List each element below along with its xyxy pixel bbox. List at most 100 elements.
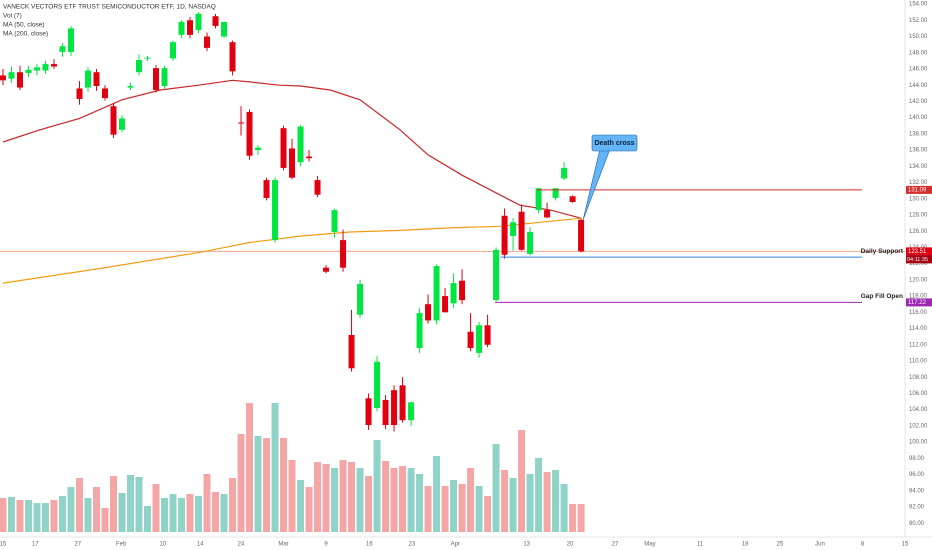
x-tick-label: 16 xyxy=(366,542,373,548)
candle-body xyxy=(450,283,457,304)
volume-bar xyxy=(297,480,305,532)
volume-bar xyxy=(322,464,330,532)
x-tick-label: 27 xyxy=(612,542,619,548)
candle-body xyxy=(552,188,559,198)
y-tick-label: 96.00 xyxy=(909,472,925,478)
y-tick-label: 92.00 xyxy=(909,505,925,511)
volume-bar xyxy=(212,492,220,532)
y-tick-label: 114.00 xyxy=(909,326,928,332)
x-tick-label: 17 xyxy=(32,542,39,548)
candle-body xyxy=(0,75,6,81)
candle-body xyxy=(518,211,525,250)
candle-body xyxy=(433,266,440,321)
candle-body xyxy=(476,325,483,353)
y-tick-label: 150.00 xyxy=(909,34,928,40)
candle-body xyxy=(331,210,338,232)
volume-bar xyxy=(305,487,313,532)
volume-bar xyxy=(518,430,526,532)
y-tick-label: 94.00 xyxy=(909,488,925,494)
candle-body xyxy=(153,68,160,91)
volume-bar xyxy=(475,486,483,532)
callout-text: Death cross xyxy=(594,140,634,147)
volume-bar xyxy=(118,493,126,532)
volume-bar xyxy=(569,504,577,532)
volume-bar xyxy=(246,403,254,532)
y-tick-label: 118.00 xyxy=(909,294,928,300)
candle-body xyxy=(306,156,313,159)
y-tick-label: 154.00 xyxy=(909,2,928,8)
y-tick-label: 140.00 xyxy=(909,115,928,121)
volume-bar xyxy=(75,478,83,532)
volume-bar xyxy=(560,484,568,532)
level-price-label: 131.09 xyxy=(908,187,927,193)
level-name: Gap Fill Open xyxy=(861,293,903,300)
x-tick-label: 18 xyxy=(742,542,749,548)
volume-bar xyxy=(254,436,262,532)
volume-bar xyxy=(356,468,364,532)
candle-body xyxy=(255,147,262,151)
callout-box xyxy=(591,134,638,152)
y-tick-label: 112.00 xyxy=(909,342,928,348)
x-tick-label: 25 xyxy=(777,542,784,548)
candle-body xyxy=(118,118,125,130)
x-tick-label: 24 xyxy=(238,542,245,548)
y-tick-label: 128.00 xyxy=(909,213,928,219)
x-tick-label: 15 xyxy=(0,542,7,548)
candle-body xyxy=(110,106,117,135)
candle-body xyxy=(544,210,551,218)
chart-title: VANECK VECTORS ETF TRUST SEMICONDUCTOR E… xyxy=(3,4,216,11)
volume-bar xyxy=(280,438,288,532)
candle-body xyxy=(297,126,304,163)
volume-bar xyxy=(373,440,381,532)
volume-bar xyxy=(169,494,177,532)
volume-bar xyxy=(509,478,517,532)
x-tick-label: 15 xyxy=(902,542,909,548)
volume-bar xyxy=(450,480,458,532)
volume-bar xyxy=(186,494,194,532)
candle-body xyxy=(238,122,245,124)
candle-body xyxy=(425,304,432,321)
volume-bar xyxy=(467,468,475,532)
volume-bar xyxy=(390,468,398,532)
volume-bar xyxy=(16,500,24,532)
volume-bar xyxy=(24,500,32,532)
ma-legend: MA (50, close) xyxy=(3,22,45,29)
volume-bar xyxy=(382,461,390,532)
y-tick-label: 136.00 xyxy=(909,148,928,154)
volume-bar xyxy=(33,503,41,532)
candle-body xyxy=(59,46,66,52)
volume-bar xyxy=(67,487,75,532)
candle-body xyxy=(187,20,194,35)
candle-body xyxy=(263,180,270,198)
volume-legend: Vol (7) xyxy=(3,13,22,20)
candle-body xyxy=(178,21,185,35)
candle-body xyxy=(459,280,466,301)
volume-bar xyxy=(552,470,560,532)
candle-body xyxy=(127,85,134,88)
volume-bar xyxy=(58,496,66,532)
volume-bar xyxy=(424,486,432,532)
volume-bar xyxy=(92,487,100,532)
x-tick-label: Jun xyxy=(815,542,825,548)
x-tick-label: May xyxy=(644,542,655,548)
x-tick-label: 23 xyxy=(409,542,416,548)
volume-bar xyxy=(543,472,551,532)
volume-bar xyxy=(144,506,152,532)
y-tick-label: 138.00 xyxy=(909,131,928,137)
volume-bar xyxy=(229,478,237,532)
candle-body xyxy=(467,331,474,348)
candle-body xyxy=(535,188,542,211)
countdown-label: 04:11:35 xyxy=(907,257,928,263)
level-price-label: 117.22 xyxy=(908,300,927,306)
volume-bar xyxy=(331,468,339,532)
y-tick-label: 106.00 xyxy=(909,391,928,397)
candle-body xyxy=(170,42,177,59)
candle-body xyxy=(289,148,296,178)
candle-body xyxy=(365,398,372,426)
y-tick-label: 144.00 xyxy=(909,83,928,89)
candle-body xyxy=(323,267,330,272)
candle-body xyxy=(221,21,228,37)
x-tick-label: 27 xyxy=(74,542,81,548)
